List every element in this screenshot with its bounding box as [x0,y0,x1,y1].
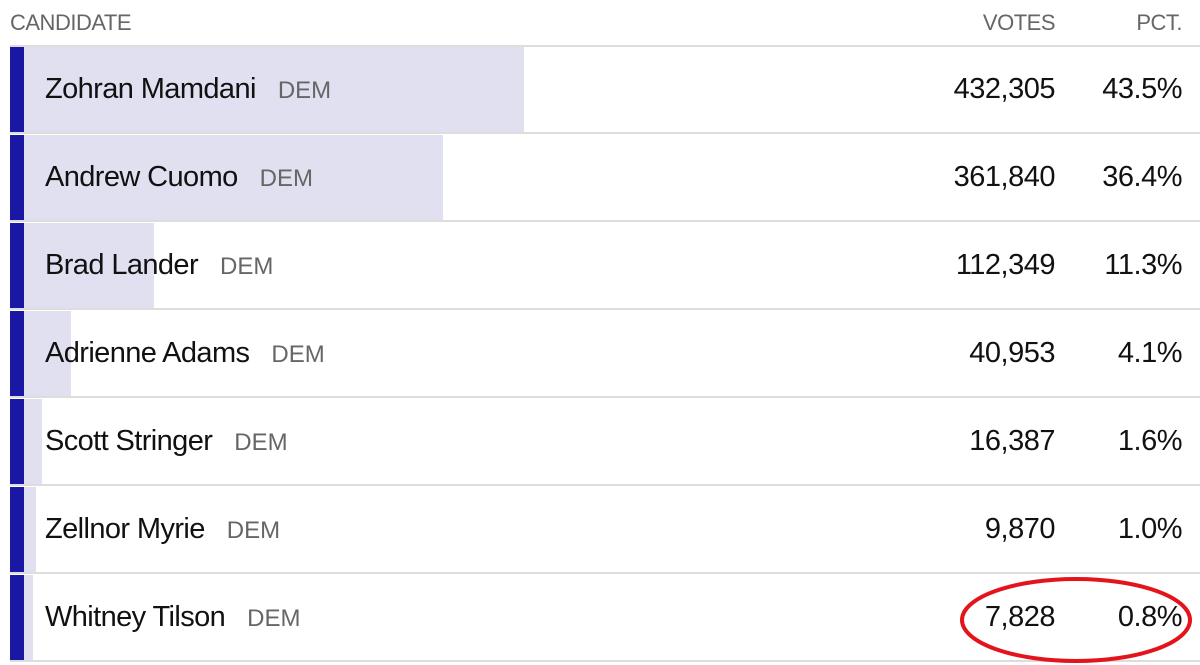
header-pct: PCT. [1136,10,1182,35]
percent: 43.5% [1102,73,1182,105]
percent: 4.1% [1117,337,1183,369]
header-rule [10,45,1200,47]
header-candidate: CANDIDATE [10,10,132,35]
candidate-row: Brad Lander DEM 112,349 11.3% [10,223,1200,310]
party-stripe [10,487,24,572]
name-text: Zellnor Myrie [45,513,205,545]
party-stripe [10,575,24,660]
percent: 11.3% [1104,249,1182,281]
votes: 9,870 [984,513,1056,545]
party: DEM [220,253,274,280]
pct-bar [24,135,443,220]
percent: 36.4% [1102,161,1182,193]
candidate-row: Whitney Tilson DEM 7,828 0.8% [10,575,1200,662]
party: DEM [247,605,301,632]
votes: 112,349 [955,249,1056,281]
candidate-row: Andrew Cuomo DEM 361,840 36.4% [10,135,1200,222]
candidate-name: Whitney Tilson DEM [45,601,301,634]
name-text: Whitney Tilson [45,601,226,633]
party-stripe [10,135,24,220]
votes: 40,953 [969,337,1055,369]
pct-bar [24,311,72,396]
candidate-row: Zohran Mamdani DEM 432,305 43.5% [10,47,1200,134]
party-stripe [10,399,24,484]
candidate-name: Zellnor Myrie DEM [45,513,280,546]
votes: 361,840 [953,161,1056,193]
pct-bar [24,223,154,308]
name-text: Zohran Mamdani [45,73,256,105]
party: DEM [277,77,332,104]
percent: 1.0% [1117,513,1183,545]
votes: 7,828 [984,601,1056,633]
percent: 0.8% [1117,601,1183,633]
party: DEM [271,341,325,368]
percent: 1.6% [1117,425,1183,457]
pct-bar [24,47,525,132]
votes: 16,387 [969,425,1055,457]
header-votes: VOTES [982,10,1056,35]
pct-bar [24,487,36,572]
name-text: Scott Stringer [45,425,213,457]
pct-bar [24,399,43,484]
candidate-name: Andrew Cuomo DEM [45,161,313,194]
party-stripe [10,223,24,308]
candidate-row: Adrienne Adams DEM 40,953 4.1% [10,311,1200,398]
party-stripe [10,311,24,396]
pct-bar [24,575,34,660]
candidate-name: Adrienne Adams DEM [45,337,325,370]
name-text: Brad Lander [45,249,199,281]
candidate-row: Scott Stringer DEM 16,387 1.6% [10,399,1200,486]
name-text: Adrienne Adams [45,337,250,369]
party: DEM [259,165,314,192]
candidate-name: Brad Lander DEM [45,249,273,282]
candidate-name: Zohran Mamdani DEM [45,73,331,106]
votes: 432,305 [953,73,1056,105]
party-stripe [10,47,24,132]
name-text: Andrew Cuomo [45,161,238,193]
party: DEM [234,429,288,456]
candidate-name: Scott Stringer DEM [45,425,288,458]
party: DEM [226,517,281,544]
candidate-row: Zellnor Myrie DEM 9,870 1.0% [10,487,1200,574]
